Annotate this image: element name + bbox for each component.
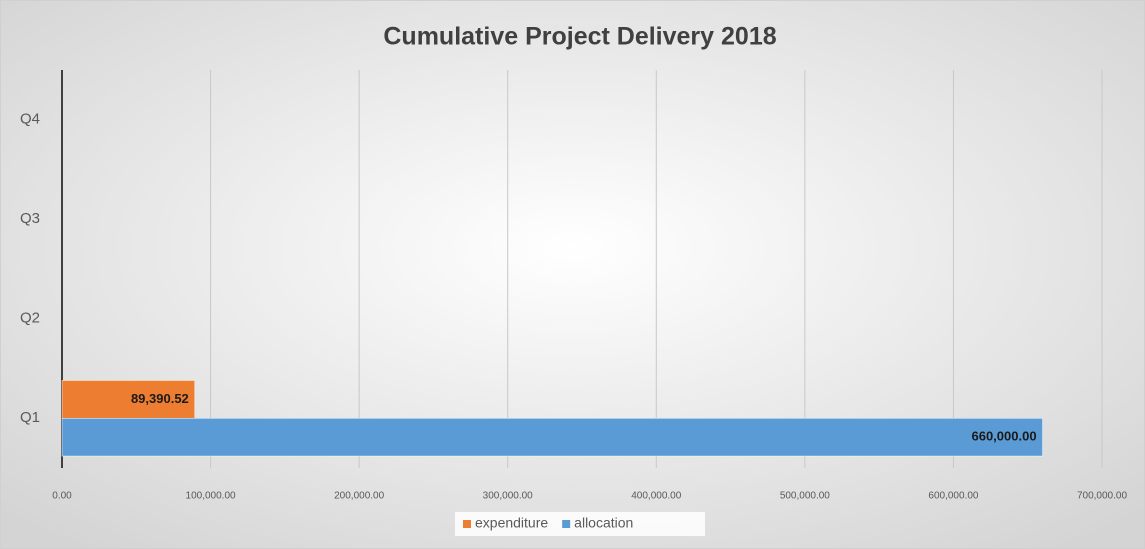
- x-tick-label: 200,000.00: [334, 491, 384, 502]
- data-label: 660,000.00: [971, 429, 1036, 444]
- x-tick-label: 300,000.00: [483, 491, 533, 502]
- legend-swatch: [562, 520, 571, 528]
- x-tick-label: 100,000.00: [186, 491, 236, 502]
- y-tick-label: Q2: [20, 310, 40, 327]
- legend-label: expenditure: [475, 515, 548, 531]
- y-tick-label: Q4: [20, 111, 40, 128]
- bar: [61, 380, 196, 419]
- legend-swatch: [463, 520, 471, 528]
- x-tick-label: 500,000.00: [780, 491, 830, 502]
- y-tick-label: Q1: [20, 409, 40, 426]
- x-tick-label: 400,000.00: [631, 491, 681, 502]
- bar: [61, 418, 1043, 457]
- legend-box: [455, 512, 705, 536]
- x-tick-label: 0.00: [52, 491, 72, 502]
- x-tick-label: 700,000.00: [1077, 491, 1127, 502]
- legend-label: allocation: [574, 515, 633, 531]
- chart-title: Cumulative Project Delivery 2018: [383, 23, 776, 51]
- x-tick-label: 600,000.00: [928, 491, 978, 502]
- y-tick-label: Q3: [20, 210, 40, 227]
- data-label: 89,390.52: [131, 391, 189, 406]
